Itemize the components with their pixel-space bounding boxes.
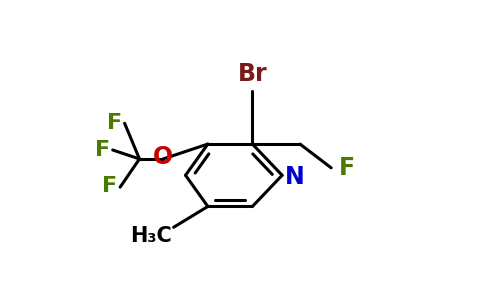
Text: O: O xyxy=(153,146,173,170)
Text: F: F xyxy=(94,140,110,160)
Text: N: N xyxy=(285,165,305,189)
Text: F: F xyxy=(102,176,117,196)
Text: F: F xyxy=(106,113,121,133)
Text: H₃C: H₃C xyxy=(131,226,172,246)
Text: F: F xyxy=(339,156,355,180)
Text: Br: Br xyxy=(238,62,267,86)
